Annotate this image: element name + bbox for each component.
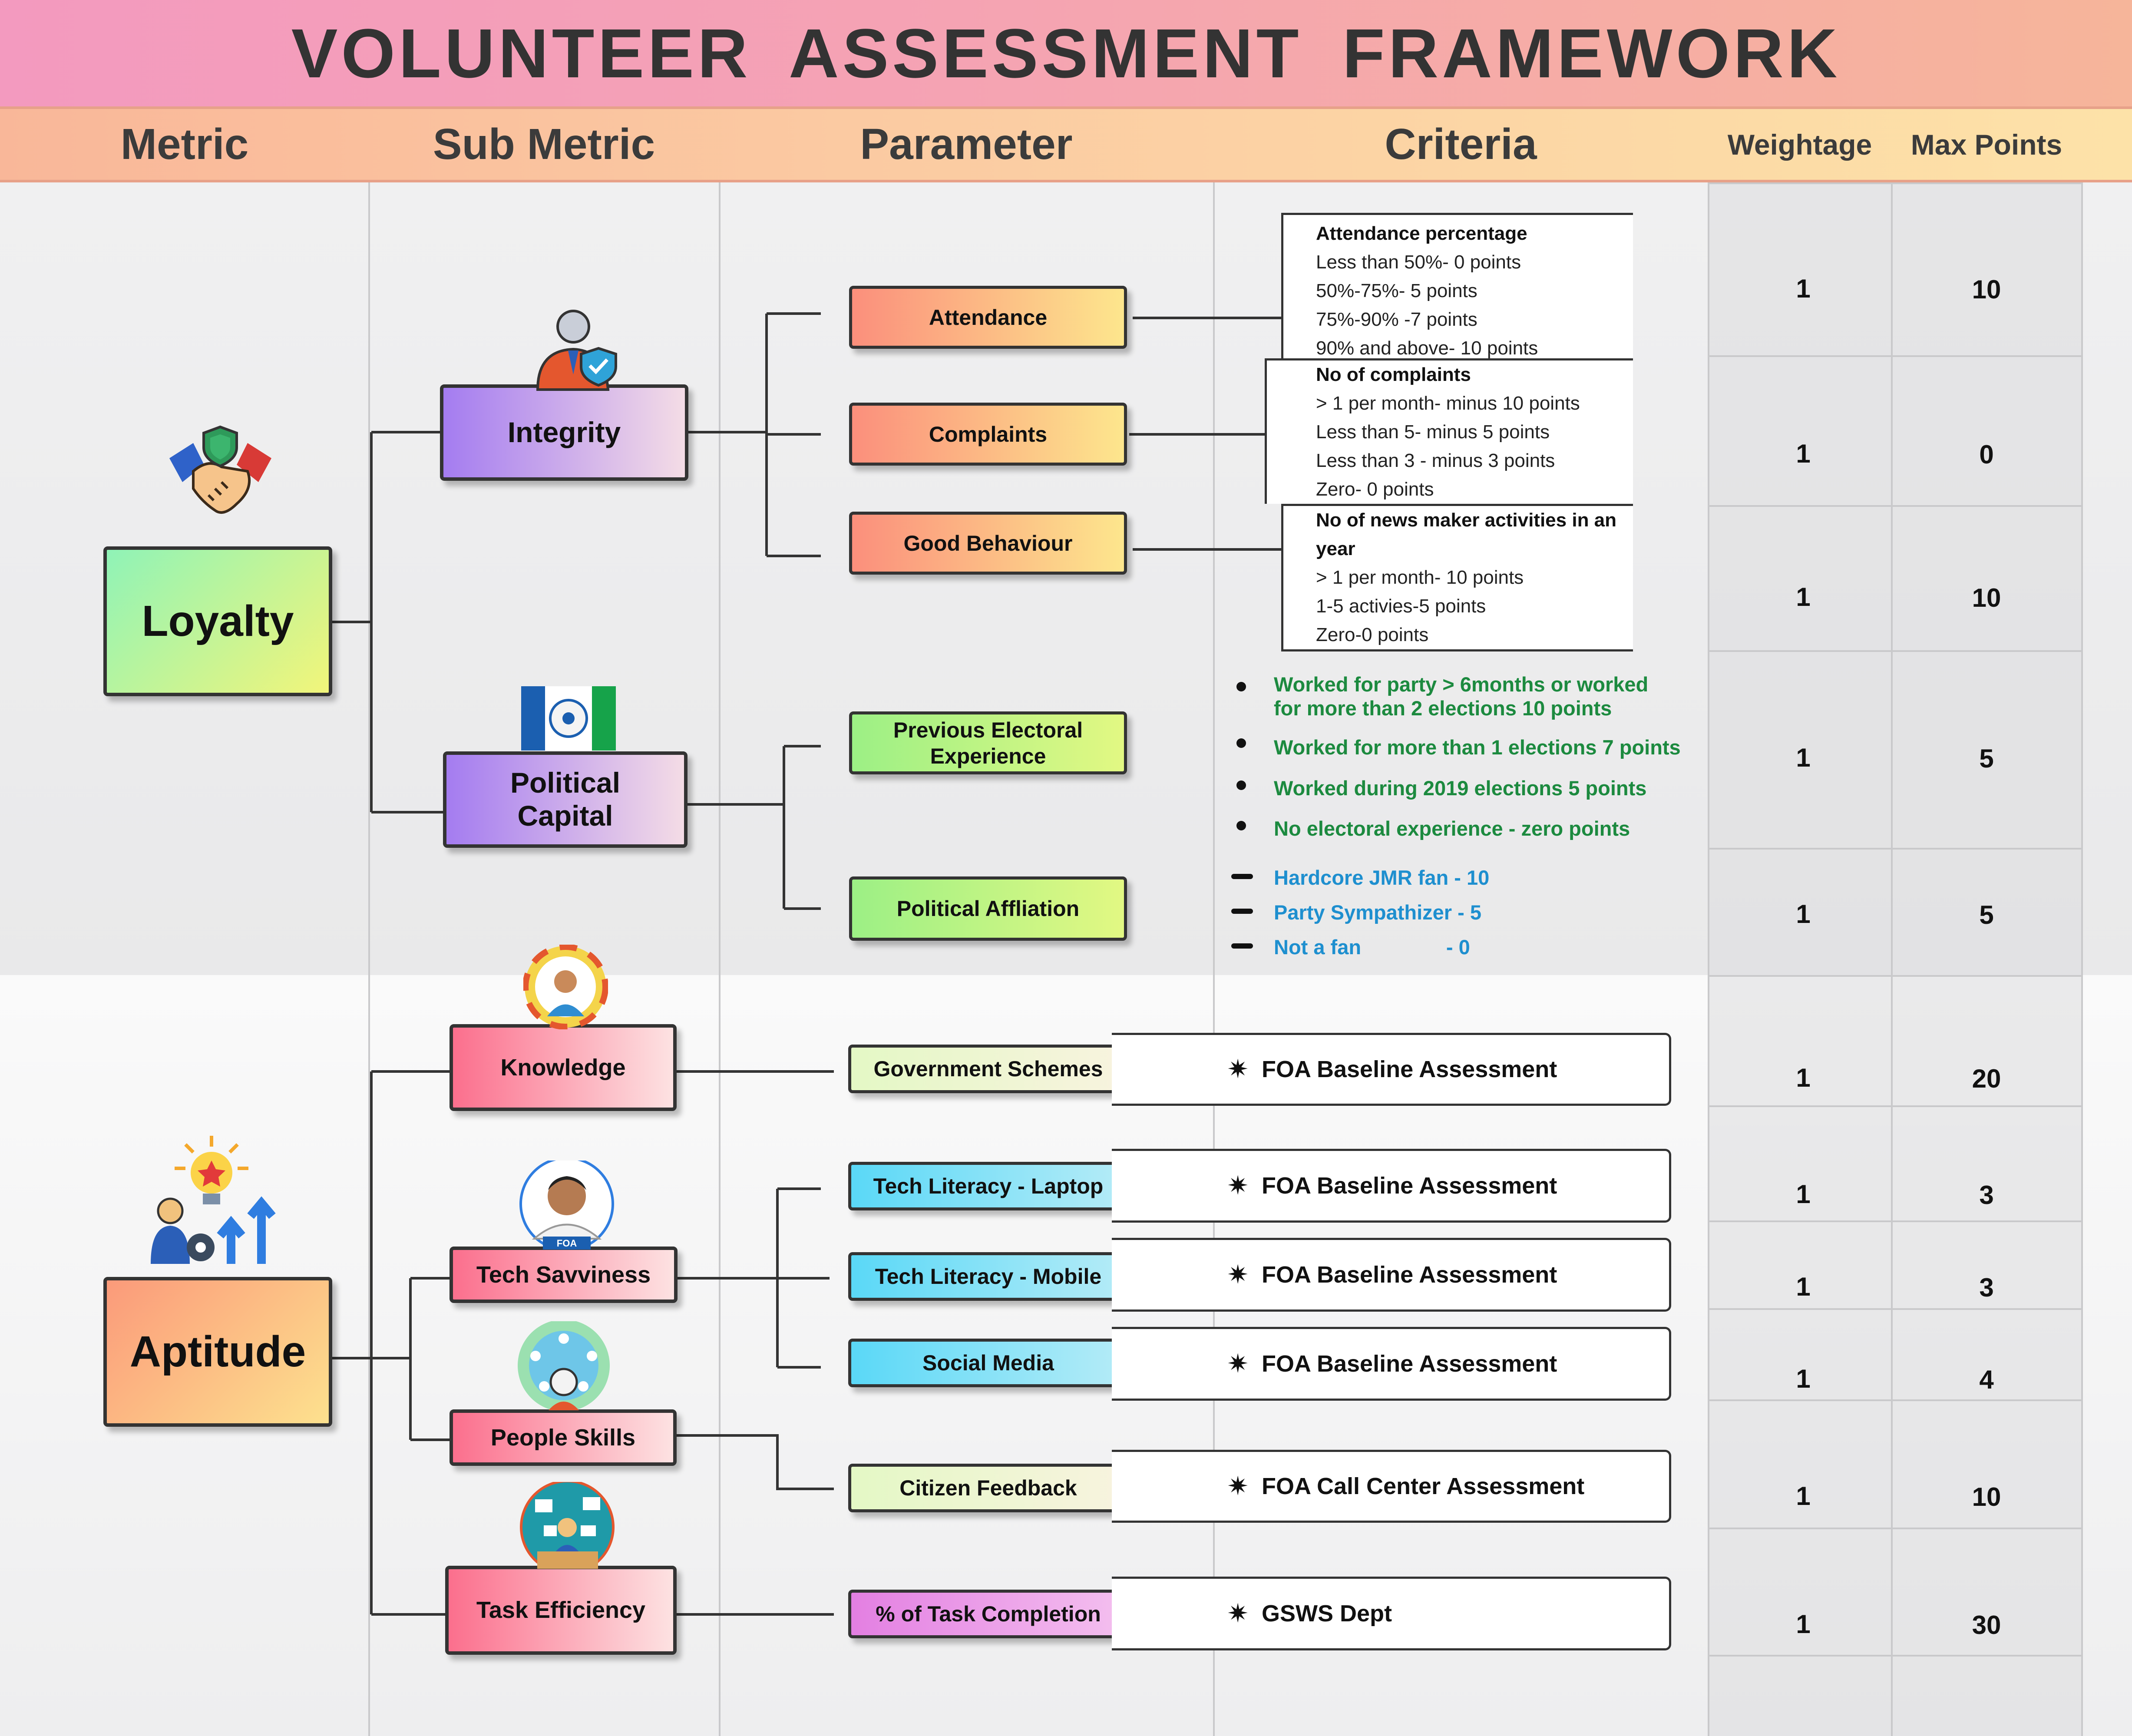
sub-metric-task-efficiency[interactable]: Task Efficiency	[445, 1566, 677, 1655]
sub-metric-knowledge[interactable]: Knowledge	[450, 1024, 677, 1111]
criteria-assessment-box: ✷ FOA Baseline Assessment	[1112, 1149, 1671, 1223]
criteria-assessment-label: FOA Baseline Assessment	[1262, 1056, 1557, 1083]
criteria-line: 75%-90% -7 points	[1316, 305, 1633, 334]
criteria-assessment-box: ✷ FOA Baseline Assessment	[1112, 1327, 1671, 1401]
criteria-assessment-label: GSWS Dept	[1262, 1600, 1392, 1627]
max-points-value: 10	[1943, 1482, 2030, 1512]
parameter-task-completion[interactable]: % of Task Completion	[848, 1590, 1128, 1638]
max-points-value: 0	[1943, 440, 2030, 470]
weightage-value: 1	[1760, 274, 1847, 304]
criteria-line: Zero- 0 points	[1316, 475, 1633, 504]
criteria-heading: Attendance percentage	[1316, 219, 1633, 248]
parameter-previous-electoral-experience[interactable]: Previous Electoral Experience	[849, 711, 1127, 774]
criteria-electoral-line: Worked for party > 6months or worked for…	[1274, 672, 1665, 720]
parameter-government-schemes[interactable]: Government Schemes	[848, 1045, 1128, 1093]
max-points-value: 30	[1943, 1610, 2030, 1640]
weightage-value: 1	[1760, 1364, 1847, 1394]
criteria-assessment-label: FOA Call Center Assessment	[1262, 1473, 1584, 1500]
criteria-line: Less than 3 - minus 3 points	[1316, 446, 1633, 475]
max-points-value: 10	[1943, 583, 2030, 613]
criteria-assessment-label: FOA Baseline Assessment	[1262, 1350, 1557, 1377]
foa-badge-label: FOA	[557, 1238, 577, 1249]
criteria-electoral-line: Worked for more than 1 elections 7 point…	[1274, 735, 1708, 759]
leader-portrait-icon: FOA	[517, 1161, 617, 1250]
criteria-assessment-box: ✷ FOA Baseline Assessment	[1112, 1238, 1671, 1312]
max-points-value: 3	[1943, 1180, 2030, 1210]
parameter-political-affliation[interactable]: Political Affliation	[849, 876, 1127, 941]
weightage-value: 1	[1760, 743, 1847, 773]
star-icon: ✷	[1227, 1171, 1244, 1201]
parameter-tech-literacy-mobile[interactable]: Tech Literacy - Mobile	[848, 1252, 1128, 1301]
criteria-electoral-line: Worked during 2019 elections 5 points	[1274, 776, 1708, 800]
criteria-assessment-label: FOA Baseline Assessment	[1262, 1172, 1557, 1199]
criteria-attendance: Attendance percentage Less than 50%- 0 p…	[1281, 213, 1633, 358]
criteria-affliation-line: Not a fan - 0	[1274, 935, 1470, 959]
sub-metric-integrity[interactable]: Integrity	[440, 384, 688, 481]
criteria-complaints: No of complaints > 1 per month- minus 10…	[1265, 358, 1633, 504]
star-icon: ✷	[1227, 1349, 1244, 1379]
criteria-line: Zero-0 points	[1316, 621, 1633, 649]
sub-metric-people-skills[interactable]: People Skills	[450, 1409, 677, 1466]
task-worker-icon	[518, 1482, 617, 1569]
people-network-icon	[514, 1321, 614, 1410]
metric-aptitude[interactable]: Aptitude	[103, 1277, 332, 1427]
parameter-citizen-feedback[interactable]: Citizen Feedback	[848, 1464, 1128, 1512]
max-points-value: 5	[1943, 744, 2030, 774]
criteria-line: > 1 per month- 10 points	[1316, 563, 1633, 592]
criteria-heading: No of news maker activities in an year	[1316, 506, 1629, 563]
parameter-tech-literacy-laptop[interactable]: Tech Literacy - Laptop	[848, 1162, 1128, 1210]
max-points-value: 3	[1943, 1273, 2030, 1303]
star-icon: ✷	[1227, 1598, 1244, 1629]
star-icon: ✷	[1227, 1054, 1244, 1085]
bullet-icon	[1236, 738, 1246, 748]
weightage-value: 1	[1760, 899, 1847, 929]
criteria-assessment-label: FOA Baseline Assessment	[1262, 1261, 1557, 1288]
max-points-value: 4	[1943, 1365, 2030, 1395]
metric-loyalty[interactable]: Loyalty	[103, 546, 332, 696]
handshake-shield-icon	[167, 423, 274, 526]
criteria-line: Less than 5- minus 5 points	[1316, 418, 1633, 446]
star-icon: ✷	[1227, 1471, 1244, 1501]
weightage-value: 1	[1760, 1063, 1847, 1093]
parameter-social-media[interactable]: Social Media	[848, 1339, 1128, 1387]
criteria-heading: No of complaints	[1316, 360, 1633, 389]
criteria-affliation-line: Hardcore JMR fan - 10	[1274, 866, 1489, 889]
weightage-value: 1	[1760, 439, 1847, 469]
criteria-electoral-line: No electoral experience - zero points	[1274, 817, 1708, 840]
max-points-value: 20	[1943, 1064, 2030, 1094]
sub-metric-tech-savviness[interactable]: Tech Savviness	[450, 1247, 678, 1303]
dash-icon	[1231, 943, 1253, 949]
criteria-assessment-box: ✷ GSWS Dept	[1112, 1577, 1671, 1650]
criteria-line: 50%-75%- 5 points	[1316, 277, 1633, 305]
criteria-line: 1-5 activies-5 points	[1316, 592, 1633, 621]
idea-growth-icon	[144, 1134, 288, 1270]
star-icon: ✷	[1227, 1260, 1244, 1290]
parameter-good-behaviour[interactable]: Good Behaviour	[849, 512, 1127, 575]
weightage-value: 1	[1760, 1481, 1847, 1511]
dash-icon	[1231, 909, 1253, 914]
weightage-value: 1	[1760, 1609, 1847, 1639]
criteria-line: > 1 per month- minus 10 points	[1316, 389, 1633, 418]
bullet-icon	[1236, 682, 1246, 691]
sub-metric-political-capital[interactable]: Political Capital	[443, 751, 688, 848]
criteria-line: Less than 50%- 0 points	[1316, 248, 1633, 277]
criteria-assessment-box: ✷ FOA Call Center Assessment	[1112, 1450, 1671, 1523]
bullet-icon	[1236, 821, 1246, 830]
bullet-icon	[1236, 780, 1246, 790]
user-shield-icon	[533, 309, 620, 392]
criteria-assessment-box: ✷ FOA Baseline Assessment	[1112, 1033, 1671, 1106]
criteria-good-behaviour: No of news maker activities in an year >…	[1281, 504, 1633, 651]
max-points-value: 10	[1943, 274, 2030, 304]
criteria-affliation-line: Party Sympathizer - 5	[1274, 900, 1481, 924]
party-flag-icon	[521, 686, 616, 751]
schemes-collage-icon	[523, 945, 608, 1029]
weightage-value: 1	[1760, 1272, 1847, 1302]
weightage-value: 1	[1760, 1179, 1847, 1209]
parameter-attendance[interactable]: Attendance	[849, 286, 1127, 349]
weightage-value: 1	[1760, 582, 1847, 612]
max-points-value: 5	[1943, 900, 2030, 930]
dash-icon	[1231, 874, 1253, 879]
parameter-complaints[interactable]: Complaints	[849, 403, 1127, 466]
